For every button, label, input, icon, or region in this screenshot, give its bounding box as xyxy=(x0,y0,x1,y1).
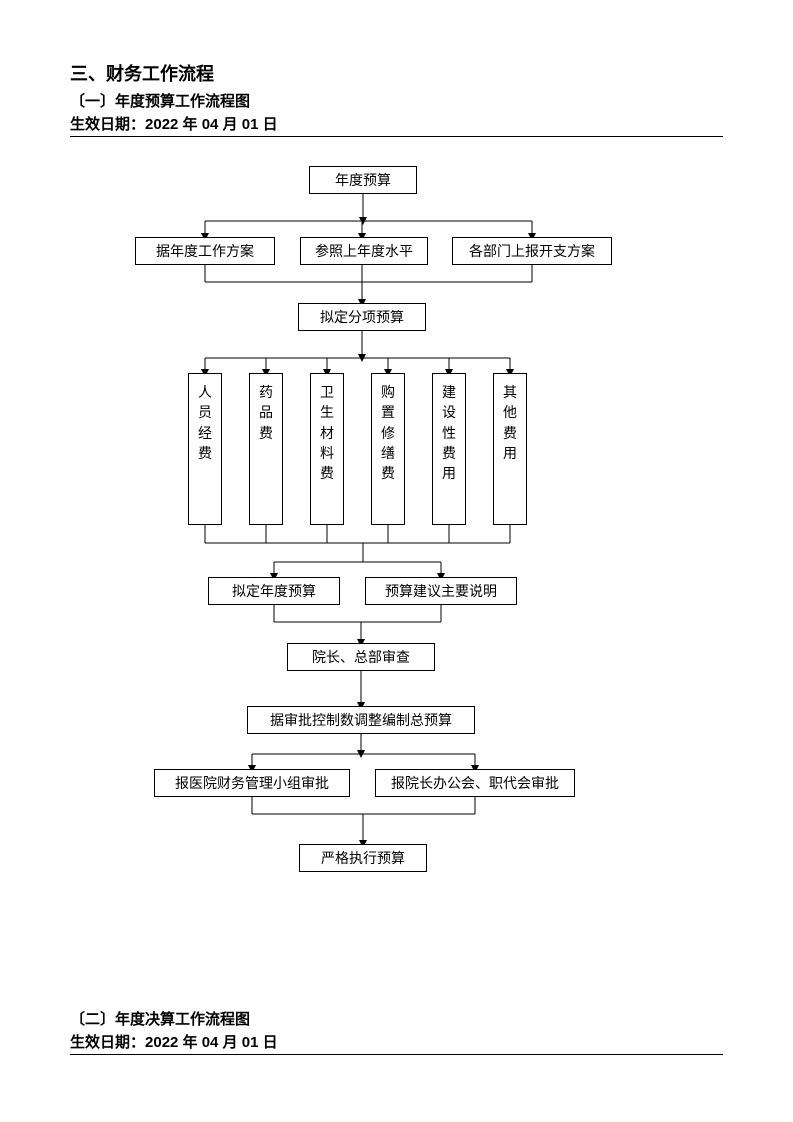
date-value: 2022 年 04 月 01 日 xyxy=(145,1034,278,1051)
flowchart-node-n2a: 据年度工作方案 xyxy=(135,237,275,265)
flowchart-node-c6: 其他费用 xyxy=(493,373,527,525)
flowchart-node-n4b: 预算建议主要说明 xyxy=(365,577,517,605)
flowchart-node-n7b: 报院长办公会、职代会审批 xyxy=(375,769,575,797)
main-title: 三、财务工作流程 xyxy=(70,60,723,86)
flowchart-node-n5: 院长、总部审查 xyxy=(287,643,435,671)
date-label: 生效日期： xyxy=(70,1034,145,1051)
section-2-title: 〔二〕年度决算工作流程图 xyxy=(70,1008,723,1029)
flowchart-node-c4: 购置修缮费 xyxy=(371,373,405,525)
flowchart-node-n6: 据审批控制数调整编制总预算 xyxy=(247,706,475,734)
flowchart-node-c5: 建设性费用 xyxy=(432,373,466,525)
flowchart-container: 年度预算据年度工作方案参照上年度水平各部门上报开支方案拟定分项预算人员经费药品费… xyxy=(0,0,793,1122)
flowchart-node-c3: 卫生材料费 xyxy=(310,373,344,525)
flowchart-node-n2b: 参照上年度水平 xyxy=(300,237,428,265)
section-1-title: 〔一〕年度预算工作流程图 xyxy=(70,90,723,111)
effective-date-1: 生效日期：2022 年 04 月 01 日 xyxy=(70,113,723,137)
flowchart-node-n7a: 报医院财务管理小组审批 xyxy=(154,769,350,797)
effective-date-2: 生效日期：2022 年 04 月 01 日 xyxy=(70,1031,723,1055)
date-value: 2022 年 04 月 01 日 xyxy=(145,116,278,133)
flowchart-node-n1: 年度预算 xyxy=(309,166,417,194)
header: 三、财务工作流程 〔一〕年度预算工作流程图 生效日期：2022 年 04 月 0… xyxy=(70,60,723,137)
flowchart-node-n3: 拟定分项预算 xyxy=(298,303,426,331)
flowchart-node-n4a: 拟定年度预算 xyxy=(208,577,340,605)
date-label: 生效日期： xyxy=(70,116,145,133)
flowchart-node-n8: 严格执行预算 xyxy=(299,844,427,872)
flowchart-node-n2c: 各部门上报开支方案 xyxy=(452,237,612,265)
flowchart-lines xyxy=(0,0,793,1122)
flowchart-node-c1: 人员经费 xyxy=(188,373,222,525)
footer: 〔二〕年度决算工作流程图 生效日期：2022 年 04 月 01 日 xyxy=(70,1008,723,1055)
flowchart-node-c2: 药品费 xyxy=(249,373,283,525)
